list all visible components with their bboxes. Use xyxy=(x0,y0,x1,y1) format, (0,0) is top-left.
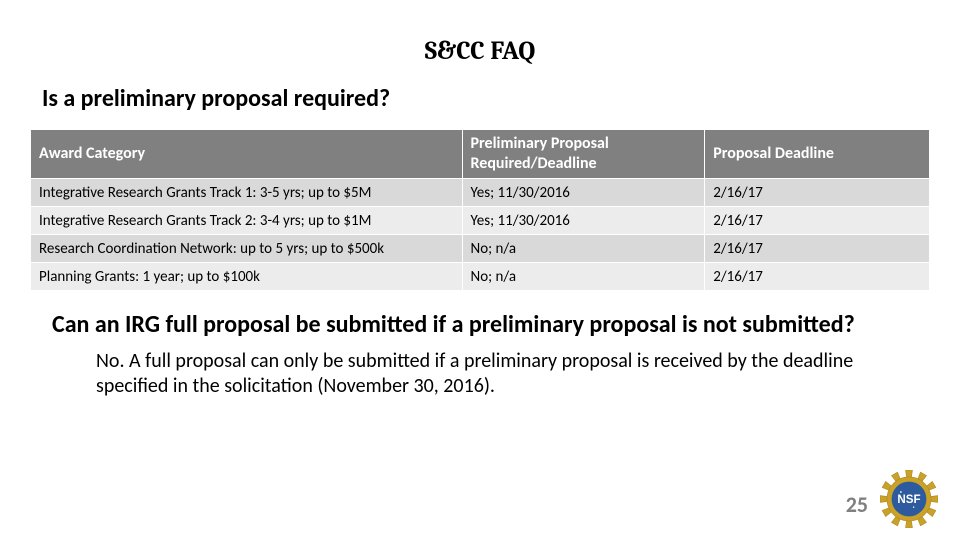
slide: S&CC FAQ Is a preliminary proposal requi… xyxy=(0,0,960,540)
cell-deadline: 2/16/17 xyxy=(705,235,930,263)
col-header-prelim: Preliminary Proposal Required/Deadline xyxy=(462,130,705,179)
cell-award-category: Planning Grants: 1 year; up to $100k xyxy=(31,263,463,291)
cell-prelim: No; n/a xyxy=(462,263,705,291)
table-header-row: Award Category Preliminary Proposal Requ… xyxy=(31,130,930,179)
cell-award-category: Research Coordination Network: up to 5 y… xyxy=(31,235,463,263)
page-number: 25 xyxy=(846,491,868,518)
cell-prelim: Yes; 11/30/2016 xyxy=(462,179,705,207)
cell-prelim: Yes; 11/30/2016 xyxy=(462,207,705,235)
answer-full-proposal-without-prelim: No. A full proposal can only be submitte… xyxy=(0,347,960,399)
page-title: S&CC FAQ xyxy=(0,0,960,84)
award-table: Award Category Preliminary Proposal Requ… xyxy=(30,129,930,291)
col-header-deadline: Proposal Deadline xyxy=(705,130,930,179)
cell-award-category: Integrative Research Grants Track 2: 3-4… xyxy=(31,207,463,235)
cell-deadline: 2/16/17 xyxy=(705,263,930,291)
table-row: Integrative Research Grants Track 1: 3-5… xyxy=(31,179,930,207)
cell-prelim: No; n/a xyxy=(462,235,705,263)
cell-award-category: Integrative Research Grants Track 1: 3-5… xyxy=(31,179,463,207)
table-row: Planning Grants: 1 year; up to $100k No;… xyxy=(31,263,930,291)
cell-deadline: 2/16/17 xyxy=(705,179,930,207)
nsf-logo-icon: NSF xyxy=(880,470,938,528)
cell-deadline: 2/16/17 xyxy=(705,207,930,235)
award-table-wrapper: Award Category Preliminary Proposal Requ… xyxy=(0,129,960,291)
question-preliminary-required: Is a preliminary proposal required? xyxy=(0,84,960,129)
table-row: Integrative Research Grants Track 2: 3-4… xyxy=(31,207,930,235)
col-header-award-category: Award Category xyxy=(31,130,463,179)
question-full-proposal-without-prelim: Can an IRG full proposal be submitted if… xyxy=(0,291,960,347)
table-row: Research Coordination Network: up to 5 y… xyxy=(31,235,930,263)
